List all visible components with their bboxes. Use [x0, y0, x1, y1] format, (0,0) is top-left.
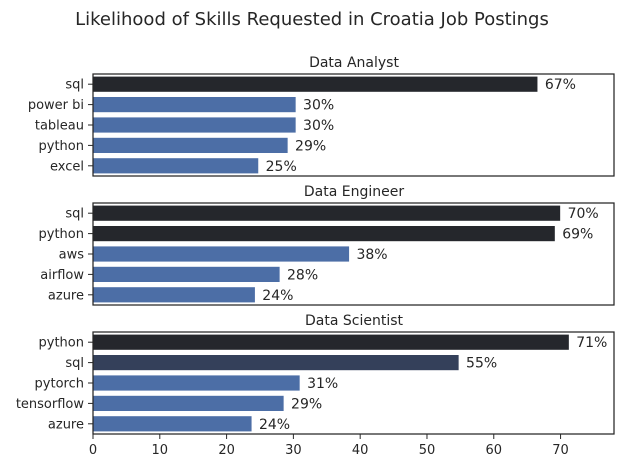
panel-title-data-engineer: Data Engineer	[304, 184, 404, 200]
bar-sql	[92, 354, 460, 372]
data-label-power-bi: 30%	[303, 98, 334, 114]
y-tick-label-python: python	[39, 227, 84, 242]
data-label-tensorflow: 29%	[291, 396, 322, 412]
data-label-azure: 24%	[262, 288, 293, 304]
y-tick-label-excel: excel	[50, 159, 84, 174]
y-tick-label-tableau: tableau	[35, 119, 84, 134]
y-tick-label-aws: aws	[59, 248, 85, 263]
data-label-tableau: 30%	[303, 118, 334, 134]
data-label-excel: 25%	[266, 159, 297, 175]
bar-excel	[92, 157, 260, 175]
x-tick-label: 0	[89, 443, 97, 458]
bar-python	[92, 136, 289, 154]
panel-title-data-analyst: Data Analyst	[309, 55, 399, 71]
panel-data-engineer: Data Engineer 70% sql 69% python 38% aws 28% ai…	[39, 184, 615, 306]
chart-title: Likelihood of Skills Requested in Croati…	[75, 9, 549, 30]
bar-python	[92, 333, 570, 351]
panel-frame	[92, 73, 615, 177]
y-tick-label-airflow: airflow	[40, 268, 84, 283]
bar-airflow	[92, 265, 281, 283]
bar-power-bi	[92, 96, 297, 113]
data-label-sql: 70%	[568, 206, 599, 222]
panel-frame	[92, 202, 615, 306]
y-tick-label-pytorch: pytorch	[35, 377, 84, 392]
panel-data-analyst: Data Analyst 67% sql 30% power bi 30% tableau…	[28, 55, 615, 177]
x-tick-label: 70	[552, 443, 569, 458]
x-tick-label: 30	[285, 443, 302, 458]
bar-pytorch	[92, 374, 301, 392]
data-label-python: 69%	[562, 227, 593, 243]
x-axis: 0 10 20 30 40 50 60 70	[89, 434, 569, 458]
y-tick-label-tensorflow: tensorflow	[16, 397, 85, 412]
y-tick-label-sql: sql	[65, 207, 84, 222]
x-tick-label: 10	[152, 443, 169, 458]
panel-data-scientist: Data Scientist 71% python 55% sql 31% pytorch…	[16, 313, 615, 435]
bar-python	[92, 225, 556, 243]
bar-azure	[92, 415, 253, 433]
data-label-python: 29%	[295, 138, 326, 154]
x-tick-label: 60	[485, 443, 502, 458]
panel-frame	[92, 331, 615, 435]
data-label-python: 71%	[576, 335, 607, 351]
data-label-sql: 67%	[545, 77, 576, 93]
bar-tableau	[92, 116, 297, 134]
y-tick-label-sql: sql	[65, 356, 84, 371]
y-tick-label-azure: azure	[48, 288, 84, 303]
bar-azure	[92, 286, 256, 304]
bar-aws	[92, 245, 350, 263]
y-tick-label-python: python	[39, 336, 84, 351]
data-label-airflow: 28%	[287, 267, 318, 283]
bar-sql	[92, 204, 561, 222]
data-label-sql: 55%	[466, 356, 497, 372]
panel-title-data-scientist: Data Scientist	[305, 313, 404, 329]
x-tick-label: 20	[218, 443, 235, 458]
x-tick-label: 50	[419, 443, 436, 458]
data-label-azure: 24%	[259, 417, 290, 433]
data-label-aws: 38%	[356, 247, 387, 263]
y-tick-label-azure: azure	[48, 417, 84, 432]
y-tick-label-python: python	[39, 139, 84, 154]
bar-tensorflow	[92, 394, 285, 412]
y-tick-label-sql: sql	[65, 78, 84, 93]
y-tick-label-power-bi: power bi	[28, 98, 84, 113]
x-tick-label: 40	[352, 443, 369, 458]
bar-sql	[92, 75, 539, 93]
data-label-pytorch: 31%	[307, 376, 338, 392]
